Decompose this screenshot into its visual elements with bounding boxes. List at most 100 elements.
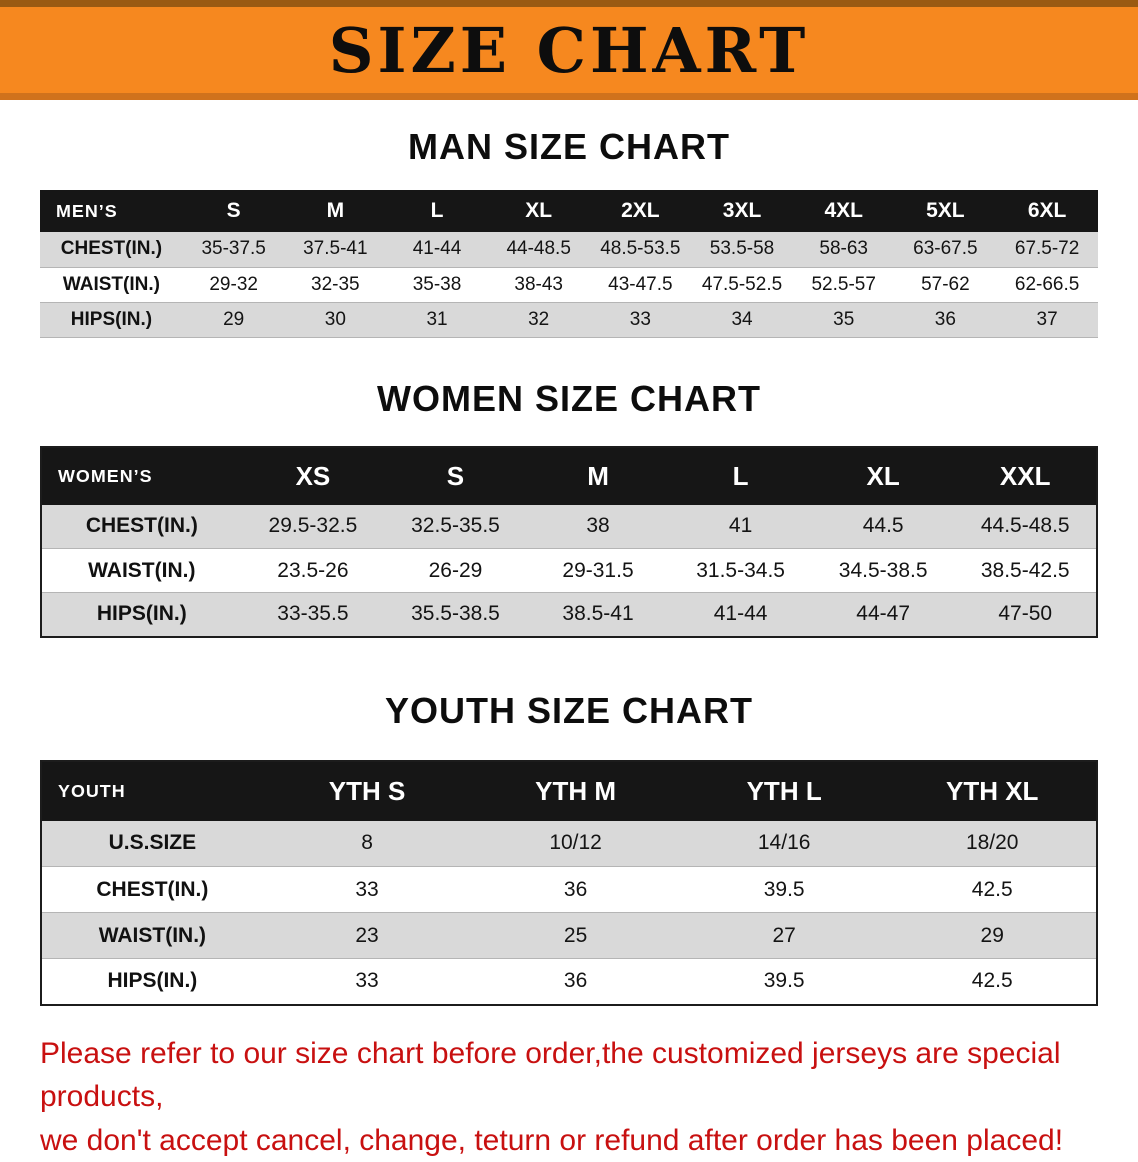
size-column-header: L bbox=[386, 190, 488, 232]
measurement-value: 47-50 bbox=[954, 593, 1097, 637]
measurement-value: 36 bbox=[895, 302, 997, 337]
measurement-value: 63-67.5 bbox=[895, 232, 997, 267]
size-column-header: XS bbox=[242, 447, 385, 505]
measurement-value: 44-47 bbox=[812, 593, 955, 637]
measurement-value: 35 bbox=[793, 302, 895, 337]
measurement-value: 47.5-52.5 bbox=[691, 267, 793, 302]
row-label: HIPS(IN.) bbox=[41, 959, 263, 1005]
size-column-header: S bbox=[384, 447, 527, 505]
measurement-value: 53.5-58 bbox=[691, 232, 793, 267]
notice-line-1: Please refer to our size chart before or… bbox=[40, 1032, 1114, 1119]
measurement-value: 38.5-41 bbox=[527, 593, 670, 637]
measurement-value: 33 bbox=[263, 867, 472, 913]
measurement-value: 18/20 bbox=[888, 821, 1097, 867]
row-label: CHEST(IN.) bbox=[41, 867, 263, 913]
table-header-label: YOUTH bbox=[41, 761, 263, 821]
size-column-header: 6XL bbox=[996, 190, 1098, 232]
measurement-value: 32.5-35.5 bbox=[384, 505, 527, 549]
measurement-value: 42.5 bbox=[888, 959, 1097, 1005]
size-column-header: YTH L bbox=[680, 761, 889, 821]
measurement-value: 62-66.5 bbox=[996, 267, 1098, 302]
measurement-value: 67.5-72 bbox=[996, 232, 1098, 267]
measurement-value: 34.5-38.5 bbox=[812, 549, 955, 593]
size-column-header: 4XL bbox=[793, 190, 895, 232]
measurement-value: 44-48.5 bbox=[488, 232, 590, 267]
measurement-value: 23 bbox=[263, 913, 472, 959]
row-label: WAIST(IN.) bbox=[41, 549, 242, 593]
measurement-value: 42.5 bbox=[888, 867, 1097, 913]
measurement-value: 39.5 bbox=[680, 959, 889, 1005]
size-column-header: M bbox=[527, 447, 670, 505]
measurement-value: 52.5-57 bbox=[793, 267, 895, 302]
measurement-value: 31.5-34.5 bbox=[669, 549, 812, 593]
size-column-header: 3XL bbox=[691, 190, 793, 232]
measurement-value: 57-62 bbox=[895, 267, 997, 302]
measurement-value: 41-44 bbox=[669, 593, 812, 637]
measurement-value: 29.5-32.5 bbox=[242, 505, 385, 549]
row-label: CHEST(IN.) bbox=[41, 505, 242, 549]
measurement-value: 26-29 bbox=[384, 549, 527, 593]
measurement-value: 23.5-26 bbox=[242, 549, 385, 593]
measurement-value: 32-35 bbox=[285, 267, 387, 302]
measurement-value: 14/16 bbox=[680, 821, 889, 867]
measurement-value: 38-43 bbox=[488, 267, 590, 302]
row-label: WAIST(IN.) bbox=[41, 913, 263, 959]
measurement-value: 31 bbox=[386, 302, 488, 337]
youth-chart-heading: YOUTH SIZE CHART bbox=[0, 690, 1138, 732]
measurement-value: 37 bbox=[996, 302, 1098, 337]
measurement-value: 38 bbox=[527, 505, 670, 549]
measurement-value: 44.5-48.5 bbox=[954, 505, 1097, 549]
men-chart-heading: MAN SIZE CHART bbox=[0, 126, 1138, 168]
row-label: CHEST(IN.) bbox=[40, 232, 183, 267]
measurement-value: 29 bbox=[183, 302, 285, 337]
measurement-value: 30 bbox=[285, 302, 387, 337]
footer-notice: Please refer to our size chart before or… bbox=[40, 1032, 1114, 1162]
measurement-value: 35-38 bbox=[386, 267, 488, 302]
measurement-value: 36 bbox=[471, 867, 680, 913]
size-column-header: S bbox=[183, 190, 285, 232]
measurement-value: 58-63 bbox=[793, 232, 895, 267]
measurement-value: 25 bbox=[471, 913, 680, 959]
row-label: HIPS(IN.) bbox=[40, 302, 183, 337]
measurement-value: 10/12 bbox=[471, 821, 680, 867]
row-label: WAIST(IN.) bbox=[40, 267, 183, 302]
size-column-header: XXL bbox=[954, 447, 1097, 505]
size-column-header: YTH M bbox=[471, 761, 680, 821]
row-label: U.S.SIZE bbox=[41, 821, 263, 867]
measurement-value: 41-44 bbox=[386, 232, 488, 267]
banner: SIZE CHART bbox=[0, 0, 1138, 100]
table-header-label: WOMEN’S bbox=[41, 447, 242, 505]
size-column-header: YTH S bbox=[263, 761, 472, 821]
size-column-header: YTH XL bbox=[888, 761, 1097, 821]
women-chart-heading: WOMEN SIZE CHART bbox=[0, 378, 1138, 420]
size-column-header: M bbox=[285, 190, 387, 232]
measurement-value: 32 bbox=[488, 302, 590, 337]
measurement-value: 37.5-41 bbox=[285, 232, 387, 267]
measurement-value: 48.5-53.5 bbox=[590, 232, 692, 267]
measurement-value: 29-32 bbox=[183, 267, 285, 302]
measurement-value: 39.5 bbox=[680, 867, 889, 913]
size-column-header: L bbox=[669, 447, 812, 505]
measurement-value: 27 bbox=[680, 913, 889, 959]
size-column-header: XL bbox=[812, 447, 955, 505]
measurement-value: 41 bbox=[669, 505, 812, 549]
measurement-value: 33 bbox=[590, 302, 692, 337]
notice-line-2: we don't accept cancel, change, teturn o… bbox=[40, 1119, 1114, 1162]
row-label: HIPS(IN.) bbox=[41, 593, 242, 637]
